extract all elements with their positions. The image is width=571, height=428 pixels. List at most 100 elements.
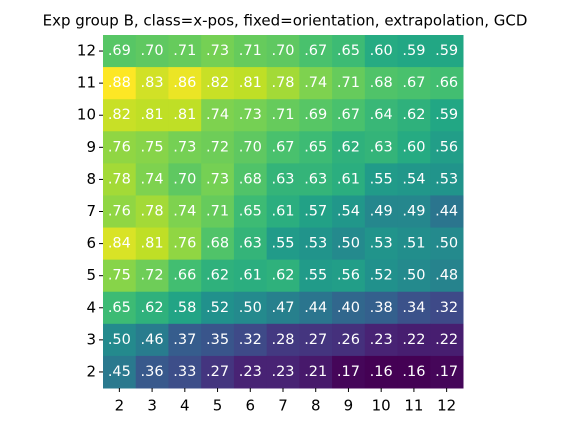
heatmap-cell	[103, 99, 137, 132]
cell-label: .81	[173, 107, 196, 123]
heatmap-cell	[332, 163, 366, 196]
heatmap-cell	[299, 131, 333, 164]
cell-label: .37	[173, 332, 196, 348]
heatmap-cell	[397, 355, 431, 389]
cell-label: .56	[337, 268, 360, 284]
cell-label: .75	[108, 268, 131, 284]
heatmap-cell	[299, 195, 333, 229]
x-tick-label: 3	[147, 397, 157, 415]
x-tick-label: 10	[372, 397, 391, 415]
heatmap-cell	[332, 259, 366, 293]
cell-label: .83	[141, 75, 164, 91]
cell-label: .52	[370, 268, 393, 284]
heatmap-cell	[103, 323, 137, 357]
heatmap-cell	[135, 99, 169, 132]
heatmap-cell	[430, 227, 464, 261]
cell-label: .70	[173, 171, 196, 187]
cell-label: .34	[402, 300, 425, 316]
cell-label: .66	[173, 268, 196, 284]
heatmap-cell	[364, 67, 399, 100]
heatmap-cell	[397, 35, 431, 68]
heatmap-cell	[103, 355, 137, 389]
heatmap-cell	[201, 163, 235, 196]
y-tick-label: 12	[77, 42, 96, 60]
cell-label: .65	[304, 139, 327, 155]
heatmap-cell	[266, 67, 300, 100]
cell-label: .58	[173, 300, 196, 316]
heatmap-cell	[299, 291, 333, 325]
cell-label: .44	[304, 300, 327, 316]
cell-label: .61	[337, 171, 360, 187]
heatmap-cell	[168, 355, 202, 389]
heatmap-cell	[364, 259, 399, 293]
cell-label: .56	[435, 139, 458, 155]
heatmap-cell	[135, 67, 169, 100]
cell-label: .65	[239, 204, 262, 220]
cell-label: .84	[108, 236, 131, 252]
y-tick-label: 7	[86, 202, 96, 220]
heatmap-cell	[233, 355, 268, 389]
cell-label: .35	[206, 332, 229, 348]
cell-label: .59	[435, 107, 458, 123]
heatmap-cell	[168, 195, 202, 229]
heatmap-cell	[201, 99, 235, 132]
cell-label: .40	[337, 300, 360, 316]
cell-label: .22	[402, 332, 425, 348]
cell-label: .59	[402, 43, 425, 59]
heatmap-cell	[397, 227, 431, 261]
x-tick-label: 8	[311, 397, 321, 415]
x-tick-label: 5	[213, 397, 223, 415]
cell-label: .68	[370, 75, 393, 91]
heatmap-cell	[233, 291, 268, 325]
heatmap-cell	[332, 227, 366, 261]
heatmap-cell	[233, 227, 268, 261]
heatmap-cell	[135, 323, 169, 357]
cell-label: .68	[239, 171, 262, 187]
cell-label: .63	[239, 236, 262, 252]
heatmap-cell	[397, 163, 431, 196]
heatmap-cell	[364, 323, 399, 357]
cell-label: .55	[304, 268, 327, 284]
heatmap-cell	[364, 163, 399, 196]
heatmap-cell	[266, 291, 300, 325]
heatmap-cell	[168, 131, 202, 164]
cell-label: .71	[271, 107, 294, 123]
cell-label: .69	[108, 43, 131, 59]
cell-label: .50	[239, 300, 262, 316]
heatmap-cell	[168, 259, 202, 293]
heatmap-cell	[168, 291, 202, 325]
heatmap-cell	[397, 67, 431, 100]
cell-label: .62	[337, 139, 360, 155]
heatmap-cell	[135, 291, 169, 325]
cell-label: .59	[435, 43, 458, 59]
cell-label: .67	[304, 43, 327, 59]
heatmap-cell	[364, 227, 399, 261]
cell-label: .50	[435, 236, 458, 252]
heatmap-cell	[103, 259, 137, 293]
heatmap-cell	[233, 99, 268, 132]
cell-label: .50	[402, 268, 425, 284]
heatmap-cell	[233, 195, 268, 229]
y-tick-label: 3	[86, 330, 96, 348]
cell-label: .78	[271, 75, 294, 91]
heatmap-cell	[135, 195, 169, 229]
cell-label: .46	[141, 332, 164, 348]
heatmap-cell	[397, 99, 431, 132]
cell-label: .74	[304, 75, 327, 91]
cell-label: .50	[108, 332, 131, 348]
cell-label: .75	[141, 139, 164, 155]
cell-label: .63	[370, 139, 393, 155]
cell-label: .36	[141, 364, 164, 380]
heatmap-cell	[168, 323, 202, 357]
cell-label: .78	[108, 171, 131, 187]
heatmap-cell	[397, 131, 431, 164]
heatmap-cell	[430, 291, 464, 325]
heatmap-cell	[332, 323, 366, 357]
cell-label: .70	[271, 43, 294, 59]
cell-label: .73	[206, 171, 229, 187]
heatmap-cell	[364, 131, 399, 164]
heatmap-cell	[397, 323, 431, 357]
cell-label: .23	[239, 364, 262, 380]
heatmap-cell	[135, 227, 169, 261]
